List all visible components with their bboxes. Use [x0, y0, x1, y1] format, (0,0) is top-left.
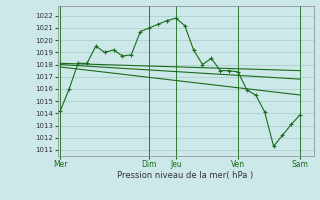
- X-axis label: Pression niveau de la mer( hPa ): Pression niveau de la mer( hPa ): [117, 171, 254, 180]
